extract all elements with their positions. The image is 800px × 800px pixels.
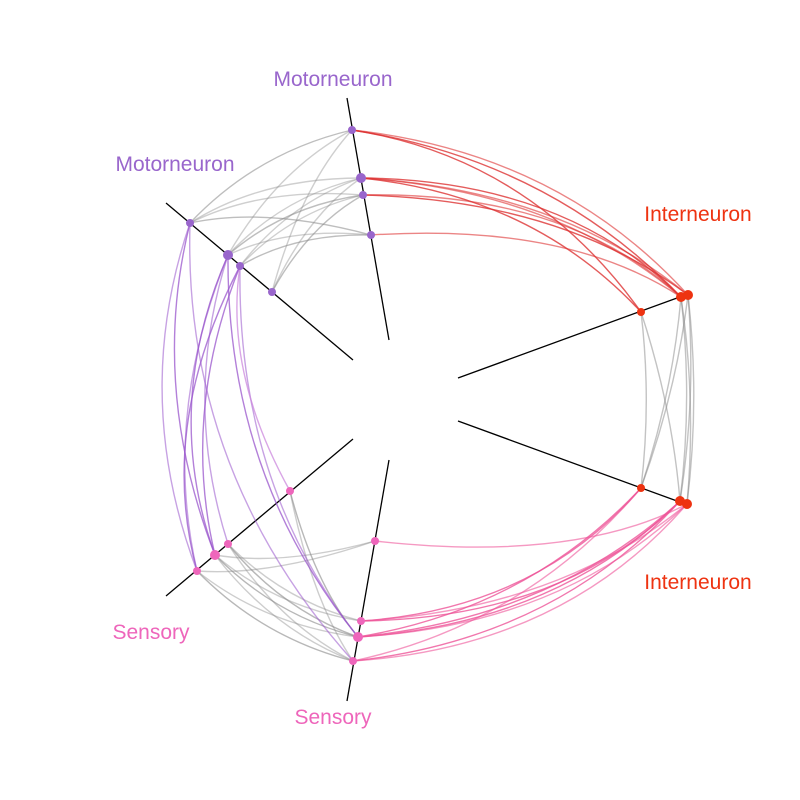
edge-sb2-ib2-58 — [360, 503, 688, 622]
edge-sa3-sb4-29 — [196, 540, 376, 573]
edge-ia3-ib3-20 — [640, 311, 647, 489]
edge-mb2-sa3-53 — [184, 254, 229, 572]
edge-sa4-sb3-30 — [289, 490, 354, 662]
edge-ma3-ia1-39 — [362, 194, 682, 298]
edge-ma2-ia1-43 — [360, 177, 682, 298]
edge-sa3-sb3-28 — [196, 570, 354, 662]
edge-ma1-ia1-34 — [351, 129, 682, 298]
edge-mb4-ma2-11 — [271, 177, 362, 293]
node-mb2 — [223, 250, 233, 260]
axis-label-sensory-b: Sensory — [294, 706, 372, 729]
axis-label-motorneuron-a: Motorneuron — [273, 68, 392, 91]
edge-mb2-ma3-6 — [227, 194, 364, 256]
nodes-layer — [186, 126, 693, 665]
node-ma3 — [359, 191, 367, 199]
edge-sa2-sb3-32 — [227, 543, 354, 662]
node-ma2 — [356, 173, 366, 183]
edge-mb4-ma1-10 — [271, 129, 353, 293]
edge-sa1-sb3-24 — [214, 554, 354, 662]
edge-ma1-ia2-35 — [351, 129, 689, 296]
axis-label-sensory-a: Sensory — [112, 621, 190, 644]
edge-sb1-ib3-61 — [357, 487, 642, 638]
edge-ma4-ia1-41 — [370, 232, 682, 298]
node-ia3 — [637, 308, 645, 316]
edge-mb1-sb3-49 — [188, 222, 354, 662]
edge-mb2-ma4-13 — [227, 232, 372, 256]
edge-mb3-sb1-51 — [239, 265, 359, 638]
node-sb2 — [357, 617, 365, 625]
node-sa1 — [210, 550, 220, 560]
axis-label-interneuron-b: Interneuron — [644, 571, 751, 594]
edge-mb3-ma4-9 — [239, 234, 372, 267]
node-mb3 — [236, 262, 244, 270]
node-sb3 — [349, 657, 357, 665]
edge-sa1-sb4-33 — [214, 540, 376, 560]
edge-mb2-ma1-4 — [227, 129, 353, 256]
node-ma4 — [367, 231, 375, 239]
axis-line-inter-a — [457, 293, 689, 379]
node-ib2 — [682, 499, 692, 509]
edge-ma3-ia2-40 — [362, 194, 689, 296]
edge-ia2-ib3-21 — [640, 294, 689, 489]
edges-layer — [161, 129, 695, 662]
axis-line-motor-b — [165, 202, 354, 361]
edge-mb1-ma2-1 — [189, 177, 362, 224]
edge-mb3-sa3-52 — [183, 265, 241, 572]
edge-sb1-ib1-55 — [357, 500, 681, 638]
node-ma1 — [348, 126, 356, 134]
edge-mb1-ma1-0 — [189, 129, 353, 224]
edge-mb1-ma4-3 — [189, 216, 372, 236]
edge-ia1-ib1-14 — [679, 296, 688, 502]
node-ia2 — [683, 290, 693, 300]
edge-sb3-ib2-60 — [352, 503, 688, 662]
edge-ia2-ib2-15 — [686, 294, 695, 505]
edge-mb2-ma2-5 — [227, 177, 362, 256]
edge-sa1-sb1-22 — [214, 554, 359, 638]
edge-mb2-sa1-46 — [190, 254, 229, 556]
node-mb1 — [186, 219, 194, 227]
axes-layer — [165, 97, 689, 702]
node-sb4 — [371, 537, 379, 545]
edge-sb2-ib3-63 — [360, 487, 642, 622]
edge-mb2-sa2-47 — [204, 254, 229, 545]
node-ib3 — [637, 484, 645, 492]
axis-label-interneuron-a: Interneuron — [644, 203, 751, 226]
edge-sb4-ib2-62 — [374, 503, 688, 548]
labels-layer: Motorneuron Motorneuron Interneuron Inte… — [112, 68, 751, 729]
edge-mb3-ma3-8 — [239, 194, 364, 267]
edge-mb1-ma3-2 — [189, 192, 364, 224]
axis-label-motorneuron-b: Motorneuron — [115, 153, 234, 176]
node-sa4 — [286, 487, 294, 495]
edge-ia2-ib1-17 — [679, 294, 692, 502]
node-sb1 — [353, 632, 363, 642]
edge-sb1-ib1-65 — [357, 500, 681, 638]
edge-mb1-sa1-44 — [173, 222, 216, 556]
edge-mb4-ma3-12 — [271, 194, 364, 293]
edge-sa3-sb1-27 — [196, 570, 359, 638]
axis-line-motor-a — [346, 97, 390, 341]
edge-sb3-ib1-59 — [352, 500, 681, 662]
axis-line-inter-b — [457, 420, 689, 506]
edge-sa2-sb1-25 — [227, 543, 359, 638]
node-sa3 — [193, 567, 201, 575]
edge-sb3-ib3-64 — [352, 487, 642, 662]
edge-ma2-ia3-38 — [360, 177, 642, 313]
node-mb4 — [268, 288, 276, 296]
node-sa2 — [224, 540, 232, 548]
edge-sa2-sb2-26 — [227, 543, 362, 622]
edge-mb3-sa1-50 — [202, 265, 241, 556]
edge-ia1-ib3-19 — [640, 296, 682, 489]
edge-ma1-ia3-42 — [351, 129, 642, 313]
edge-sa4-sb1-31 — [289, 490, 359, 638]
edge-mb3-ma2-7 — [239, 177, 362, 267]
edge-mb1-sa3-45 — [161, 222, 198, 572]
edge-mb2-sb1-48 — [227, 254, 359, 638]
edge-mb3-sa4-54 — [236, 265, 291, 492]
